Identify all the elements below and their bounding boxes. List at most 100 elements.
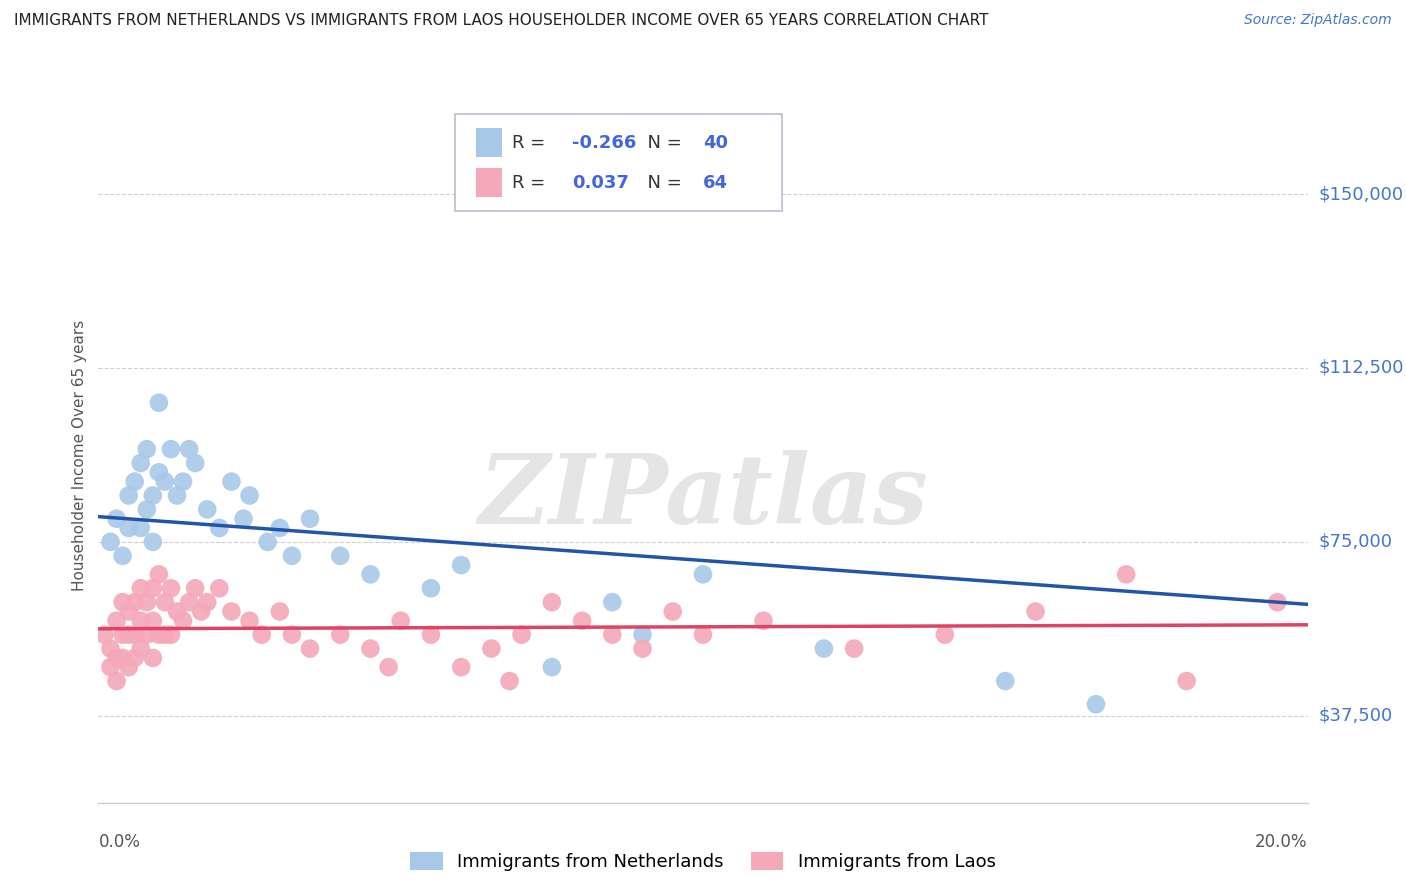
Point: [498, 674, 520, 689]
Text: 0.037: 0.037: [572, 174, 630, 192]
Point: [934, 628, 956, 642]
Text: ZIPatlas: ZIPatlas: [478, 450, 928, 543]
Point: [540, 595, 562, 609]
Point: [160, 628, 183, 642]
Point: [190, 605, 212, 619]
Point: [1175, 674, 1198, 689]
Point: [166, 605, 188, 619]
Point: [142, 489, 165, 503]
Point: [692, 628, 714, 642]
Point: [105, 651, 128, 665]
Point: [419, 582, 441, 596]
Point: [129, 641, 152, 656]
Point: [105, 614, 128, 628]
Point: [142, 534, 165, 549]
FancyBboxPatch shape: [475, 168, 502, 197]
Point: [166, 489, 188, 503]
Point: [148, 466, 170, 480]
Text: 40: 40: [703, 134, 728, 152]
Point: [221, 605, 243, 619]
Point: [208, 582, 231, 596]
Point: [118, 521, 141, 535]
Text: 0.0%: 0.0%: [98, 833, 141, 851]
Point: [172, 475, 194, 489]
FancyBboxPatch shape: [475, 128, 502, 157]
Point: [813, 641, 835, 656]
Point: [1115, 567, 1137, 582]
Point: [481, 641, 503, 656]
Text: Source: ZipAtlas.com: Source: ZipAtlas.com: [1244, 13, 1392, 28]
Point: [153, 595, 176, 609]
Point: [450, 660, 472, 674]
Point: [602, 595, 624, 609]
Point: [281, 628, 304, 642]
Point: [299, 641, 322, 656]
Point: [239, 614, 262, 628]
Point: [142, 582, 165, 596]
Point: [208, 521, 231, 535]
Point: [118, 489, 141, 503]
Text: $112,500: $112,500: [1319, 359, 1405, 377]
Point: [195, 502, 218, 516]
Point: [752, 614, 775, 628]
Point: [142, 614, 165, 628]
Point: [135, 442, 157, 456]
Text: N =: N =: [637, 134, 688, 152]
Point: [184, 456, 207, 470]
Point: [148, 396, 170, 410]
Point: [118, 660, 141, 674]
Text: R =: R =: [512, 174, 551, 192]
Point: [129, 521, 152, 535]
Point: [118, 605, 141, 619]
Point: [100, 660, 122, 674]
Point: [250, 628, 273, 642]
Point: [540, 660, 562, 674]
Point: [105, 511, 128, 525]
Point: [450, 558, 472, 573]
Point: [160, 442, 183, 456]
Point: [135, 628, 157, 642]
Point: [177, 595, 201, 609]
Point: [389, 614, 412, 628]
Point: [148, 628, 170, 642]
Point: [419, 628, 441, 642]
Text: 64: 64: [703, 174, 728, 192]
Point: [111, 595, 134, 609]
Point: [1265, 595, 1288, 609]
Point: [631, 641, 654, 656]
Text: N =: N =: [637, 174, 688, 192]
Point: [377, 660, 399, 674]
Point: [160, 582, 183, 596]
Point: [360, 567, 382, 582]
Text: $37,500: $37,500: [1319, 706, 1393, 725]
Point: [111, 549, 134, 563]
Point: [124, 595, 146, 609]
Text: IMMIGRANTS FROM NETHERLANDS VS IMMIGRANTS FROM LAOS HOUSEHOLDER INCOME OVER 65 Y: IMMIGRANTS FROM NETHERLANDS VS IMMIGRANT…: [14, 13, 988, 29]
Point: [177, 442, 201, 456]
Point: [153, 475, 176, 489]
Point: [510, 628, 533, 642]
FancyBboxPatch shape: [456, 114, 782, 211]
Point: [692, 567, 714, 582]
Point: [602, 628, 624, 642]
Point: [142, 651, 165, 665]
Point: [360, 641, 382, 656]
Point: [105, 674, 128, 689]
Point: [124, 651, 146, 665]
Text: -0.266: -0.266: [572, 134, 637, 152]
Point: [1085, 698, 1108, 712]
Point: [661, 605, 683, 619]
Point: [100, 641, 122, 656]
Point: [256, 534, 278, 549]
Text: R =: R =: [512, 134, 551, 152]
Point: [135, 502, 157, 516]
Point: [329, 549, 352, 563]
Text: $150,000: $150,000: [1319, 185, 1403, 203]
Point: [135, 595, 157, 609]
Point: [195, 595, 218, 609]
Point: [172, 614, 194, 628]
Point: [221, 475, 243, 489]
Point: [118, 628, 141, 642]
Point: [129, 614, 152, 628]
Point: [844, 641, 866, 656]
